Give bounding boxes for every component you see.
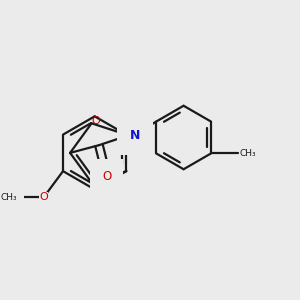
Text: N: N <box>130 129 140 142</box>
Text: CH₃: CH₃ <box>0 193 17 202</box>
Text: O: O <box>102 170 111 183</box>
Text: H: H <box>123 120 130 130</box>
Text: O: O <box>39 192 48 202</box>
Text: O: O <box>91 116 100 126</box>
Text: CH₃: CH₃ <box>240 149 256 158</box>
